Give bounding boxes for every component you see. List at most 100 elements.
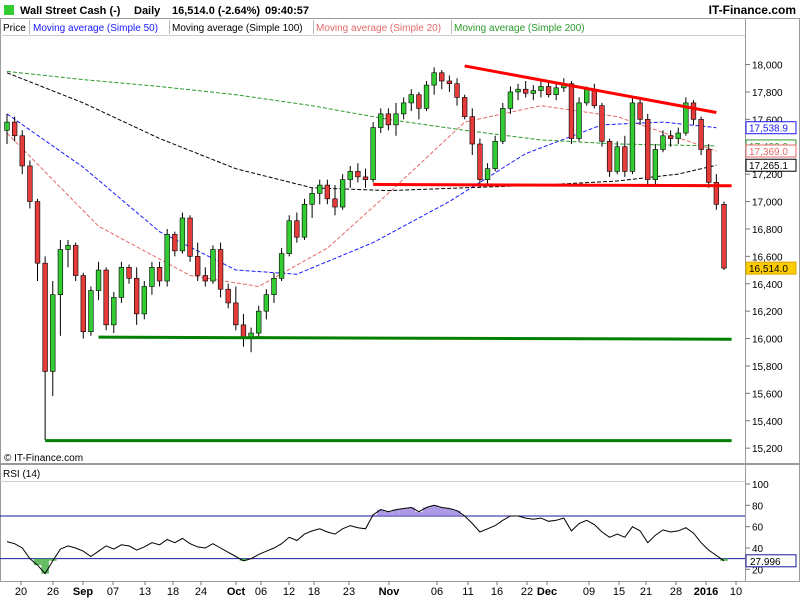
legend: Price Moving average (Simple 50) Moving … <box>0 20 745 36</box>
resistance-trendline <box>464 64 717 114</box>
candle <box>622 135 628 177</box>
candle <box>469 108 475 155</box>
candle <box>210 245 216 284</box>
candle <box>683 97 689 136</box>
price-label-box <box>745 121 797 135</box>
price-tick-label: 17,000 <box>752 198 783 209</box>
candle-body-down <box>187 217 193 257</box>
candle-body-down <box>34 201 41 264</box>
rsi-overbought-fill <box>453 510 461 516</box>
rsi-title: RSI (14) <box>3 469 40 480</box>
x-tick-label: 15 <box>613 586 625 598</box>
legend-ma20[interactable]: Moving average (Simple 20) <box>316 23 441 34</box>
legend-ma100[interactable]: Moving average (Simple 100) <box>172 23 303 34</box>
candle-body-up <box>629 102 636 172</box>
rsi-oversold-fill <box>48 558 57 561</box>
candle <box>164 228 170 287</box>
candle <box>637 97 643 125</box>
candle <box>149 261 155 295</box>
x-tick-label: 09 <box>583 586 595 598</box>
rsi-tick-label: 60 <box>752 523 764 534</box>
candle <box>385 108 392 131</box>
candle-body-up <box>431 72 437 86</box>
price-axis: 18,000 17,800 17,600 17,200 17,000 16,800 16,6… <box>745 61 783 455</box>
candle-body-up <box>141 286 147 315</box>
candle-body-down <box>233 302 239 326</box>
candle <box>568 80 575 145</box>
ma100-line <box>6 72 717 192</box>
candle-body-up <box>500 108 506 142</box>
candle <box>721 201 727 271</box>
candle-body-down <box>355 171 361 178</box>
legend-price[interactable]: Price <box>3 23 26 34</box>
candle <box>530 85 536 101</box>
candle <box>576 97 582 142</box>
candle <box>507 86 514 114</box>
candle-body-up <box>256 310 262 334</box>
x-tick-label: 07 <box>107 586 119 598</box>
candle-body-down <box>202 275 208 282</box>
candle-body-up <box>271 277 277 296</box>
candle <box>111 291 117 334</box>
candle-body-up <box>164 234 170 282</box>
candle-body-down <box>27 165 33 202</box>
price-axis-panel <box>745 18 800 464</box>
candle-body-down <box>362 176 369 180</box>
candle <box>134 267 140 325</box>
candle-body-down <box>126 267 132 279</box>
x-tick-label: Nov <box>379 586 401 598</box>
candle <box>263 289 270 320</box>
rsi-header: RSI (14) <box>0 469 745 482</box>
candle-body-down <box>134 277 140 315</box>
candle <box>4 113 10 145</box>
candle-body-up <box>530 90 536 94</box>
candle-body-up <box>492 140 498 169</box>
candle-body-up <box>286 220 292 254</box>
candle <box>393 102 399 136</box>
time-label: 09:40:57 <box>265 5 309 17</box>
ma200-line <box>6 70 717 147</box>
price-label-box <box>745 261 797 275</box>
candle <box>172 231 178 257</box>
candle-body-up <box>111 297 117 326</box>
rsi-overbought-fill <box>376 509 385 516</box>
price-tick-label: 16,400 <box>752 280 783 291</box>
candle <box>484 163 491 186</box>
candle-body-down <box>706 149 712 183</box>
price-tick-label: 15,800 <box>752 362 783 373</box>
price-label-text: 17,538.9 <box>749 124 788 135</box>
candle-body-up <box>408 94 414 104</box>
price-tick-label: 16,600 <box>752 252 783 263</box>
candle <box>42 256 48 440</box>
candle <box>690 100 697 125</box>
x-tick-label: 12 <box>283 586 295 598</box>
legend-ma50[interactable]: Moving average (Simple 50) <box>33 23 158 34</box>
candle <box>103 267 109 331</box>
candle-body-down <box>156 267 163 282</box>
rsi-oversold-fill <box>239 558 248 561</box>
candle-body-up <box>149 267 155 287</box>
rsi-oversold-fill <box>41 558 49 574</box>
x-tick-label: 18 <box>308 586 320 598</box>
candle-body-up <box>484 168 491 180</box>
x-tick-label: 10 <box>730 586 742 598</box>
price-tick-label: 15,200 <box>752 444 783 455</box>
candle-body-up <box>538 86 544 91</box>
candle-body-up <box>347 171 353 180</box>
candle-body-up <box>317 184 323 194</box>
candle-body-up <box>553 87 559 95</box>
candle <box>256 305 262 339</box>
price-label-box <box>745 158 797 172</box>
candle-body-up <box>278 253 285 279</box>
candle-body-down <box>172 234 178 252</box>
price-tick-label: 15,600 <box>752 389 783 400</box>
price-tick-label: 16,000 <box>752 335 783 346</box>
rsi-tick-label: 80 <box>752 501 764 512</box>
legend-ma200[interactable]: Moving average (Simple 200) <box>454 23 585 34</box>
candle-body-up <box>95 269 102 291</box>
candle <box>667 130 674 147</box>
rsi-overbought-fill <box>392 509 400 516</box>
header-bar: Wall Street Cash (-) Daily 16,514.0 (-2.… <box>4 3 796 17</box>
candle-body-up <box>65 245 71 250</box>
